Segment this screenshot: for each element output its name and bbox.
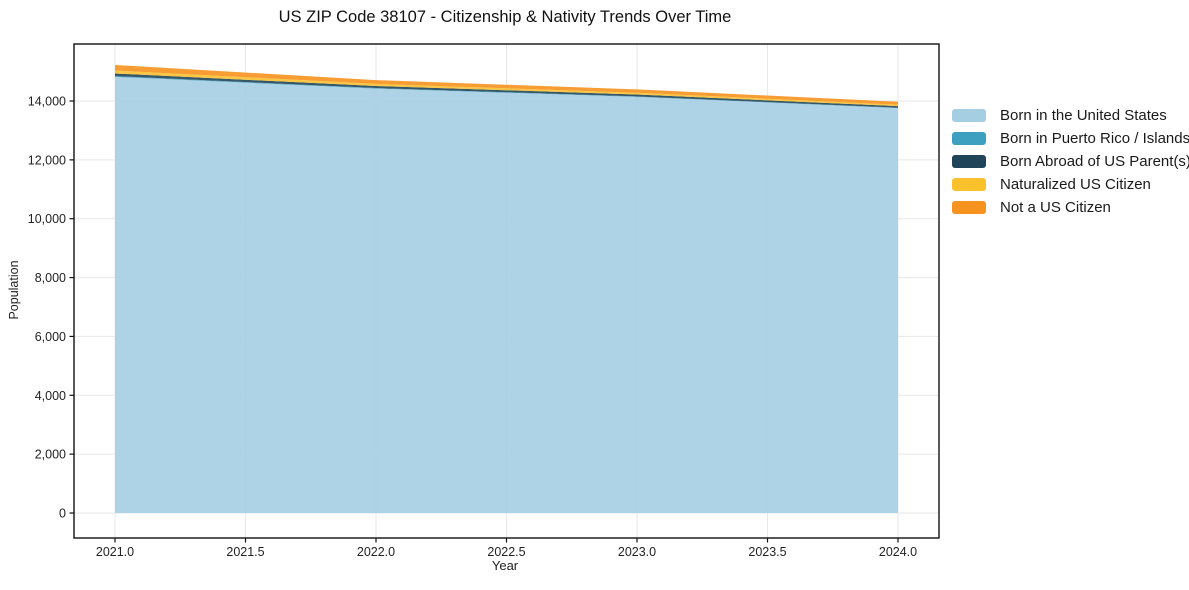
legend-item: Born in the United States xyxy=(952,104,1189,127)
stacked-areas xyxy=(115,64,898,514)
y-tick-label: 0 xyxy=(59,507,66,521)
area-series xyxy=(115,70,898,107)
x-tick-label: 2021.0 xyxy=(96,545,134,559)
x-tick-label: 2021.5 xyxy=(226,545,264,559)
chart-title: US ZIP Code 38107 - Citizenship & Nativi… xyxy=(278,8,732,26)
legend-item: Born Abroad of US Parent(s) xyxy=(952,150,1189,173)
legend-item: Not a US Citizen xyxy=(952,196,1189,219)
area-series xyxy=(115,64,898,105)
legend-color-swatch-icon xyxy=(952,155,986,168)
legend-item: Born in Puerto Rico / Islands xyxy=(952,127,1189,150)
legend-item-label: Not a US Citizen xyxy=(1000,199,1111,216)
x-axis-label: Year xyxy=(491,558,519,573)
y-tick-label: 12,000 xyxy=(28,153,66,167)
legend-color-swatch-icon xyxy=(952,132,986,145)
y-tick-label: 10,000 xyxy=(28,212,66,226)
area-series xyxy=(115,73,898,108)
x-tick-label: 2022.0 xyxy=(357,545,395,559)
x-axis: 2021.0 2021.5 2022.0 2022.5 2023.0 2023.5 2024… xyxy=(96,538,917,559)
area-series xyxy=(115,76,898,514)
y-tick-label: 4,000 xyxy=(35,389,66,403)
legend-item-label: Born Abroad of US Parent(s) xyxy=(1000,153,1189,170)
legend-item-label: Naturalized US Citizen xyxy=(1000,176,1151,193)
x-tick-label: 2023.0 xyxy=(618,545,656,559)
legend-item: Naturalized US Citizen xyxy=(952,173,1189,196)
x-tick-label: 2022.5 xyxy=(487,545,525,559)
y-tick-label: 6,000 xyxy=(35,330,66,344)
legend-color-swatch-icon xyxy=(952,201,986,214)
x-tick-label: 2023.5 xyxy=(748,545,786,559)
y-axis-label: Population xyxy=(7,260,21,320)
legend-item-label: Born in Puerto Rico / Islands xyxy=(1000,130,1189,147)
y-tick-label: 8,000 xyxy=(35,271,66,285)
x-tick-label: 2024.0 xyxy=(879,545,917,559)
y-tick-label: 14,000 xyxy=(28,95,66,109)
chart-legend: Born in the United States Born in Puerto … xyxy=(952,104,1189,219)
y-tick-label: 2,000 xyxy=(35,448,66,462)
legend-color-swatch-icon xyxy=(952,178,986,191)
legend-item-label: Born in the United States xyxy=(1000,107,1167,124)
y-axis: 0 2,000 4,000 6,000 8,000 10,000 12,000 14,000 xyxy=(28,95,74,521)
legend-color-swatch-icon xyxy=(952,109,986,122)
